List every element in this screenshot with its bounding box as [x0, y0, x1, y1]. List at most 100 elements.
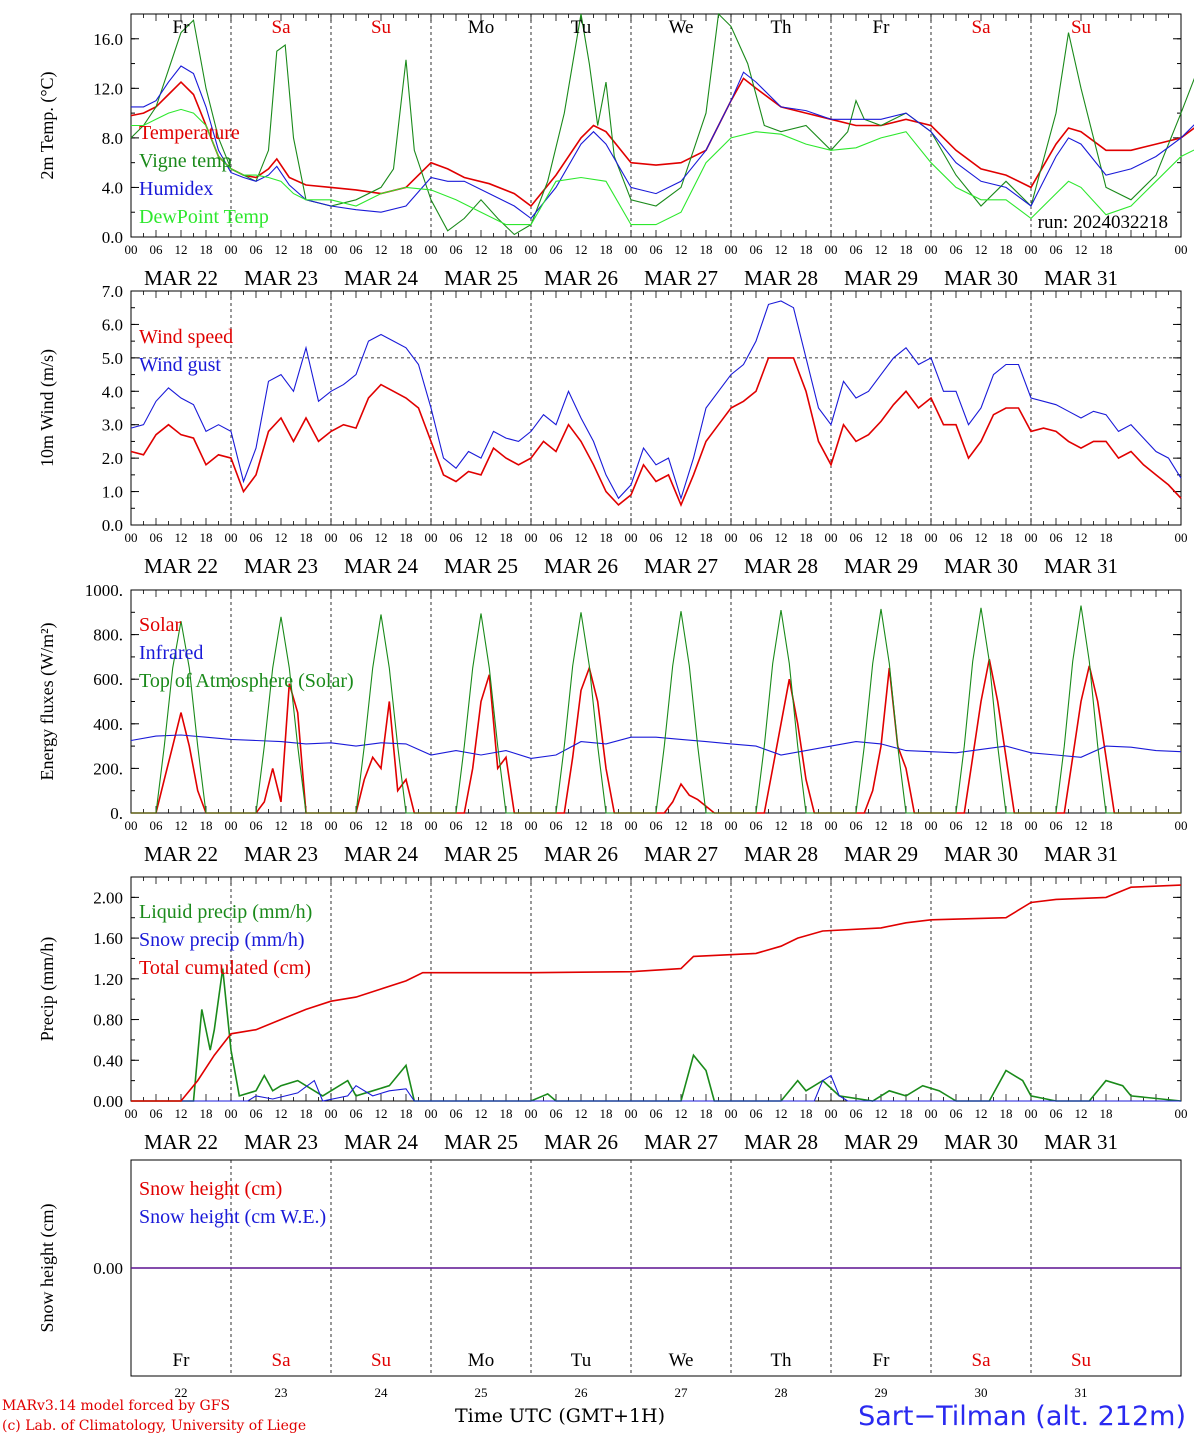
panel-5	[130, 1159, 1182, 1377]
x-tick-label: 00	[525, 242, 538, 257]
x-tick-label: 12	[575, 818, 588, 833]
date-label: MAR 31	[1044, 1130, 1118, 1154]
x-tick-label: 12	[375, 818, 388, 833]
weekday-label-bottom: Fr	[873, 1350, 891, 1371]
y-tick-label: 4.0	[102, 382, 123, 401]
x-tick-label: 00	[525, 1106, 538, 1121]
x-tick-label: 12	[1075, 242, 1088, 257]
y-tick-label: 2.00	[93, 888, 123, 907]
series-line-snow-precip-mm-h-	[131, 1074, 1181, 1102]
x-tick-label: 00	[725, 1106, 738, 1121]
legend-entry: Solar	[139, 614, 182, 636]
y-tick-label: 8.0	[102, 129, 123, 148]
x-tick-label: 00	[225, 818, 238, 833]
x-tick-label: 18	[200, 1106, 213, 1121]
x-tick-label: 06	[150, 242, 164, 257]
x-tick-label: 06	[450, 242, 464, 257]
x-tick-label: 06	[550, 530, 564, 545]
x-tick-label: 06	[250, 530, 264, 545]
x-tick-label: 00	[225, 530, 238, 545]
date-label: MAR 25	[444, 554, 518, 578]
lab-credit: (c) Lab. of Climatology, University of L…	[2, 1418, 307, 1434]
x-tick-label: 18	[800, 1106, 813, 1121]
x-tick-label: 00	[1025, 818, 1038, 833]
y-tick-label: 0.00	[93, 1092, 123, 1111]
x-tick-label: 00	[925, 242, 938, 257]
x-tick-label: 18	[400, 242, 413, 257]
x-tick-label: 12	[475, 818, 488, 833]
x-tick-label: 06	[650, 530, 664, 545]
day-number-label: 29	[875, 1385, 888, 1400]
y-tick-label: 800.	[93, 626, 123, 645]
date-label: MAR 27	[644, 554, 718, 578]
x-tick-label: 06	[350, 1106, 364, 1121]
series-line-liquid-precip-mm-h-	[131, 968, 1182, 1102]
date-label: MAR 22	[144, 554, 218, 578]
x-tick-label: 18	[300, 242, 313, 257]
series-line-vigne-temp	[130, 12, 1194, 236]
y-axis-label: 2m Temp. (°C)	[37, 71, 58, 179]
date-label: MAR 27	[644, 1130, 718, 1154]
x-tick-label: 18	[900, 818, 913, 833]
x-tick-label: 00	[125, 530, 138, 545]
weekday-label-bottom: Mo	[468, 1350, 494, 1371]
series-line-total-cumulated-cm-	[131, 884, 1182, 1102]
weekday-label-top: We	[669, 17, 694, 38]
legend-entry: Total cumulated (cm)	[139, 957, 311, 979]
x-tick-label: 12	[975, 818, 988, 833]
date-label: MAR 31	[1044, 266, 1118, 290]
x-tick-label: 18	[200, 530, 213, 545]
series-line-infrared	[130, 734, 1182, 759]
weekday-label-bottom: We	[669, 1350, 694, 1371]
day-number-label: 30	[975, 1385, 988, 1400]
date-label: MAR 22	[144, 842, 218, 866]
y-tick-label: 1.0	[102, 483, 123, 502]
x-tick-label: 06	[750, 530, 764, 545]
weekday-label-top: Fr	[873, 17, 891, 38]
x-tick-label: 06	[350, 818, 364, 833]
x-tick-label: 06	[750, 242, 764, 257]
x-tick-label: 00	[825, 818, 838, 833]
x-tick-label: 18	[1100, 1106, 1113, 1121]
x-tick-label: 18	[600, 1106, 613, 1121]
x-tick-label: 12	[775, 242, 788, 257]
x-tick-label: 06	[250, 1106, 264, 1121]
x-tick-label: 00	[525, 530, 538, 545]
legend-entry: Temperature	[139, 122, 240, 144]
x-tick-label: 00	[425, 530, 438, 545]
x-tick-label: 00	[1175, 530, 1188, 545]
y-axis-label: Energy fluxes (W/m²)	[37, 622, 58, 780]
legend-entry: Humidex	[139, 178, 213, 200]
x-tick-label: 12	[875, 818, 888, 833]
x-tick-label: 18	[700, 818, 713, 833]
weekday-label-bottom: Su	[1071, 1350, 1092, 1371]
x-tick-label: 00	[125, 242, 138, 257]
day-number-label: 31	[1075, 1385, 1088, 1400]
x-tick-label: 06	[250, 818, 264, 833]
x-tick-label: 00	[725, 242, 738, 257]
y-tick-label: 7.0	[102, 282, 123, 301]
x-tick-label: 00	[325, 1106, 338, 1121]
x-tick-label: 18	[200, 242, 213, 257]
y-tick-label: 400.	[93, 715, 123, 734]
x-tick-label: 12	[875, 1106, 888, 1121]
day-number-label: 23	[275, 1385, 288, 1400]
x-tick-label: 18	[500, 530, 513, 545]
x-tick-label: 12	[375, 242, 388, 257]
day-number-label: 28	[775, 1385, 788, 1400]
weekday-label-top: Sa	[272, 17, 292, 38]
x-tick-label: 18	[300, 1106, 313, 1121]
x-tick-label: 06	[1050, 530, 1064, 545]
y-tick-label: 12.0	[93, 79, 123, 98]
weekday-label-top: Su	[1071, 17, 1092, 38]
x-tick-label: 06	[850, 530, 864, 545]
x-tick-label: 12	[175, 530, 188, 545]
x-tick-label: 00	[825, 530, 838, 545]
x-tick-label: 00	[625, 242, 638, 257]
legend-entry: Vigne temp	[139, 150, 232, 172]
x-tick-label: 00	[125, 1106, 138, 1121]
x-tick-label: 06	[650, 818, 664, 833]
day-number-label: 26	[575, 1385, 589, 1400]
panel-4	[130, 876, 1182, 1102]
x-tick-label: 00	[1025, 1106, 1038, 1121]
